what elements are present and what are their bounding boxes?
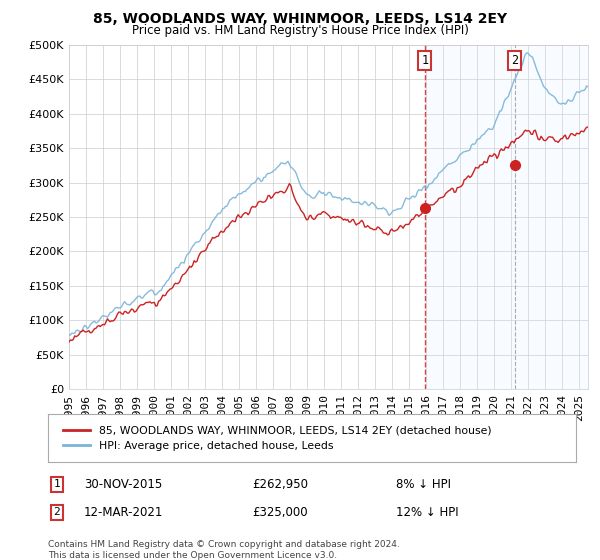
Text: £262,950: £262,950 — [252, 478, 308, 491]
Text: 2: 2 — [511, 54, 518, 67]
Text: 12% ↓ HPI: 12% ↓ HPI — [396, 506, 458, 519]
Text: 30-NOV-2015: 30-NOV-2015 — [84, 478, 162, 491]
Legend: 85, WOODLANDS WAY, WHINMOOR, LEEDS, LS14 2EY (detached house), HPI: Average pric: 85, WOODLANDS WAY, WHINMOOR, LEEDS, LS14… — [59, 421, 496, 455]
Text: 1: 1 — [421, 54, 428, 67]
Text: 8% ↓ HPI: 8% ↓ HPI — [396, 478, 451, 491]
Bar — [425, 45, 588, 389]
Text: £325,000: £325,000 — [252, 506, 308, 519]
Text: 2: 2 — [53, 507, 61, 517]
Text: 1: 1 — [53, 479, 61, 489]
Text: Contains HM Land Registry data © Crown copyright and database right 2024.
This d: Contains HM Land Registry data © Crown c… — [48, 540, 400, 560]
Text: 85, WOODLANDS WAY, WHINMOOR, LEEDS, LS14 2EY: 85, WOODLANDS WAY, WHINMOOR, LEEDS, LS14… — [93, 12, 507, 26]
Text: 12-MAR-2021: 12-MAR-2021 — [84, 506, 163, 519]
Text: Price paid vs. HM Land Registry's House Price Index (HPI): Price paid vs. HM Land Registry's House … — [131, 24, 469, 36]
